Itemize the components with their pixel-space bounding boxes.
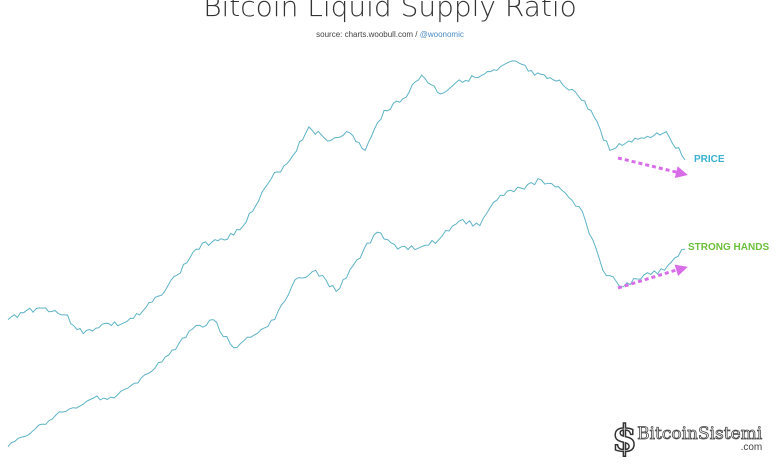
series-line-0 — [7, 60, 686, 335]
arrow-line — [617, 268, 679, 290]
chart-title: Bitcoin Liquid Supply Ratio — [203, 0, 577, 23]
logo-domain: .com — [740, 441, 763, 453]
source-text: source: charts.woobull.com / — [316, 30, 420, 39]
series-line-1 — [7, 177, 686, 447]
arrow-head-icon — [674, 264, 688, 277]
arrow-head-icon — [674, 166, 688, 178]
chart-source: source: charts.woobull.com / @woonomic — [0, 30, 780, 39]
label-strong-hands: STRONG HANDS — [688, 242, 770, 253]
source-handle: @woonomic — [419, 30, 464, 39]
watermark-logo: $ BitcoinSistemi .com — [611, 417, 763, 461]
bitcoin-logo-icon: $ — [611, 417, 638, 461]
arrow-line — [617, 156, 679, 174]
logo-name: BitcoinSistemi — [637, 423, 763, 444]
label-price: PRICE — [694, 154, 725, 165]
